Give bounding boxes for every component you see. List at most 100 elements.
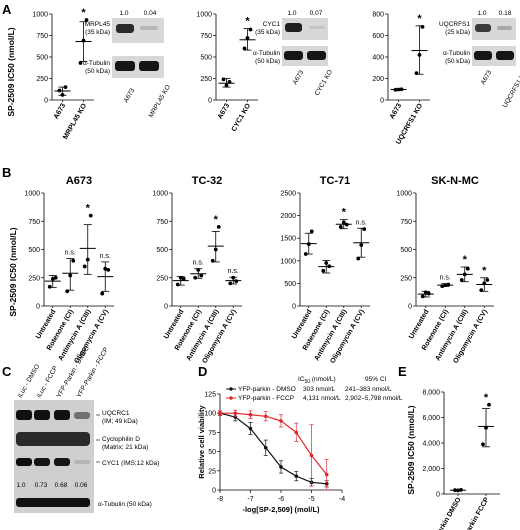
B2-point	[199, 273, 204, 278]
B3-xtick-label: Oligomycin A (CV)	[329, 309, 366, 365]
d-ytick-label: 0	[212, 488, 216, 495]
A1-ytick-label: 500	[36, 55, 48, 62]
d-legend-name-1: YFP-parkin - FCCP	[238, 395, 294, 402]
d-xtick-label: -4	[339, 496, 345, 503]
d-legend-marker-1	[229, 396, 233, 400]
B2-sig: n.s.	[228, 268, 239, 275]
d-point-1	[263, 414, 268, 419]
blot-a3: UQCRFS1 (25 kDa) α-Tubulin (50 kDa) 1.0 …	[439, 10, 520, 109]
blot-a3-lane1: A673	[480, 69, 494, 86]
d-legend-ic-0: 303 nmol/L	[303, 386, 336, 393]
d-point-1	[218, 411, 222, 416]
d-ytick-label: 75	[208, 430, 216, 437]
A2-ytick-label: 0	[208, 98, 212, 105]
blot-c-tub-band	[16, 498, 90, 507]
blot-c-label-cypd-loc: (Matrix; 21 kDa)	[102, 444, 148, 451]
B3-ytick-label: 1000	[280, 258, 296, 265]
B4-point	[426, 291, 431, 296]
blot-c-uqcrc1-3	[54, 410, 70, 420]
d-ytick-label: 50	[208, 449, 216, 456]
B2-sig: n.s.	[193, 260, 204, 267]
A3-ytick-label: 400	[372, 55, 384, 62]
d-xtick-label: -8	[217, 496, 223, 503]
B3-ytick-label: 1500	[280, 236, 296, 243]
blot-c-quant-3: 0.68	[55, 482, 68, 489]
d-point-0	[248, 426, 253, 431]
B4-point	[465, 266, 470, 271]
B2-ytick-label: 500	[156, 247, 168, 254]
B2-xtick-label: Oligomycin A (CV)	[201, 309, 238, 365]
blot-c-cyc1-3	[54, 458, 70, 466]
B4-ytick-label: 750	[400, 219, 412, 226]
blot-a3-row2-l1: α-Tubulin	[443, 50, 470, 57]
A1-ytick-label: 250	[36, 76, 48, 83]
B4-point	[485, 278, 490, 282]
d-legend-ci-0: 241–383 nmol/L	[345, 386, 392, 393]
d-ytick-label: 25	[208, 468, 216, 475]
d-point-1	[294, 430, 299, 435]
B2-point	[181, 276, 186, 281]
A2-sig: *	[245, 16, 250, 28]
blot-a2-row1-l1: CYC1	[263, 21, 281, 28]
blot-a2-band1	[285, 23, 302, 32]
B4-sig: n.s.	[440, 275, 451, 282]
B1-point	[47, 284, 52, 289]
blot-a2-band2	[309, 26, 325, 29]
d-legend-marker-0	[229, 387, 233, 391]
blot-a3-quant-2: 0.18	[499, 10, 512, 17]
B1-sig: n.s.	[100, 253, 111, 260]
blot-a1-row1-l1: MRPL45	[85, 21, 111, 28]
B3-ytick-label: 500	[284, 281, 296, 288]
blot-a1-quant-1: 1.0	[119, 10, 128, 17]
B1-point	[53, 275, 58, 280]
chart-a-cyc1: 0 250 500 750 1000 A673 CYC1 KO *	[196, 12, 258, 133]
A3-ytick-label: 200	[372, 76, 384, 83]
blot-a2-row2-l2: (50 kDa)	[255, 58, 280, 65]
E-point	[481, 442, 485, 447]
B3-point	[309, 229, 314, 234]
B2-point	[228, 281, 233, 286]
blot-c-quant-2: 0.73	[35, 482, 48, 489]
A1-point	[84, 18, 89, 22]
blot-a2: CYC1 (35 kDa) α-Tubulin (50 kDa) 1.0 0.0…	[253, 10, 334, 97]
blot-a3-lane2: UQCRFS1 KO	[502, 69, 520, 109]
B4-point	[446, 282, 451, 287]
B4-title: SK-N-MC	[431, 175, 479, 187]
blot-a1-band3	[115, 61, 135, 71]
blot-c-quant-4: 0.06	[75, 482, 88, 489]
B3-point	[356, 256, 361, 261]
d-point-0	[279, 465, 283, 469]
d-legend-ic50-header: IC50 (nmol/L)	[298, 376, 336, 385]
B3-sig: *	[342, 207, 347, 219]
B2-title: TC-32	[192, 175, 223, 187]
blot-a2-lane2: CYC1 KO	[314, 69, 334, 97]
B4-ytick-label: 0	[408, 304, 412, 311]
blot-a3-row1-l1: UQCRFS1	[439, 21, 470, 28]
A1-point	[78, 61, 83, 65]
B1-ytick-label: 0	[36, 304, 40, 311]
blot-c-uqcrc1-2	[34, 410, 50, 420]
d-curve-0	[219, 412, 327, 485]
B3-xtick-label: Antimycin A (CIII)	[314, 309, 349, 363]
E-ytick-label: 0	[436, 492, 440, 499]
E-point	[487, 402, 491, 407]
blot-a1-row2-l1: α-Tubulin	[83, 60, 110, 67]
A2-point	[221, 77, 226, 82]
B4-point	[420, 294, 425, 299]
A1-sig: *	[81, 7, 86, 19]
B4-ytick-label: 500	[400, 247, 412, 254]
B1-ytick-label: 500	[28, 247, 40, 254]
B2-point	[175, 282, 180, 287]
blot-c-label-uqcrc1: UQCRC1	[102, 410, 130, 417]
d-point-0	[263, 445, 268, 450]
blot-a2-band4	[307, 51, 326, 60]
B3-ytick-label: 0	[292, 304, 296, 311]
d-xtick-label: -7	[247, 496, 253, 503]
B1-point	[88, 213, 93, 218]
A3-ytick-label: 600	[372, 33, 384, 40]
A1-ytick-label: 0	[44, 98, 48, 105]
B4-point	[459, 278, 464, 282]
